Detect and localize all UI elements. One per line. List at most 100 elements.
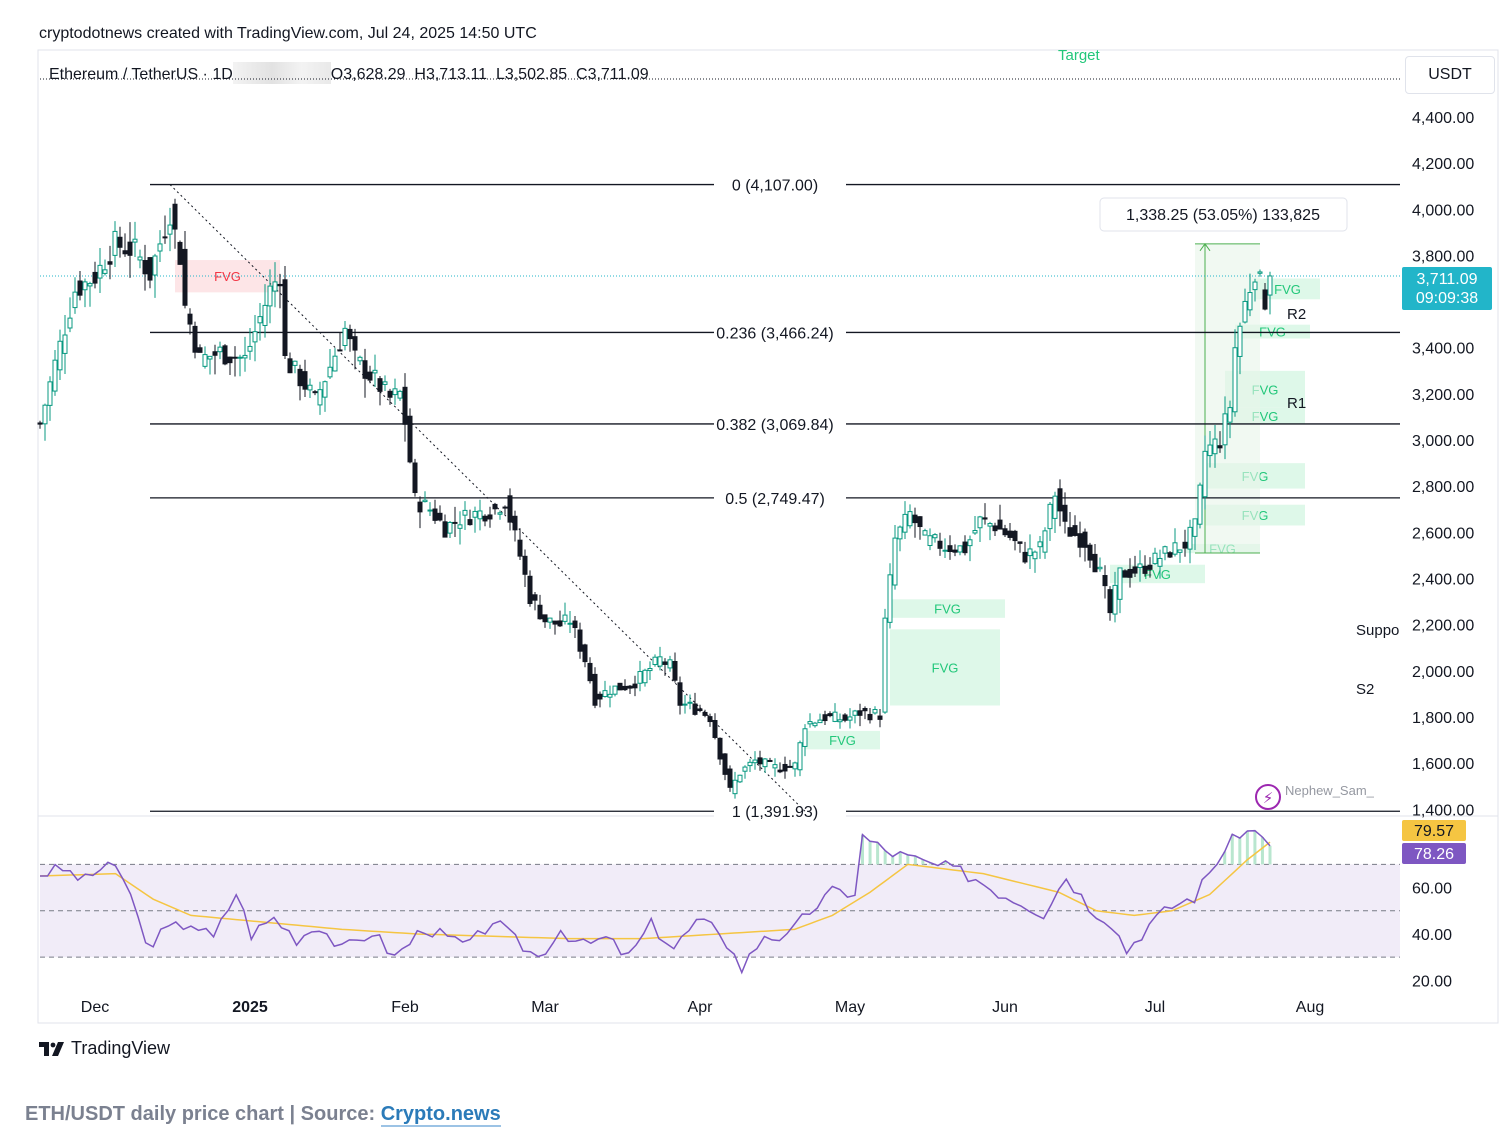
candle-body bbox=[442, 521, 448, 538]
candle-body bbox=[292, 360, 298, 366]
candle-body bbox=[852, 710, 858, 716]
author-watermark: Nephew_Sam_ bbox=[1285, 783, 1375, 798]
fvg-label: FVG bbox=[214, 269, 241, 284]
candle-body bbox=[272, 281, 278, 292]
candle-body bbox=[612, 685, 618, 695]
candle-body bbox=[517, 539, 523, 557]
candle-body bbox=[547, 617, 553, 623]
candle-body bbox=[247, 345, 253, 352]
candle-body bbox=[237, 356, 243, 359]
candle-body bbox=[132, 238, 138, 243]
candle-body bbox=[997, 519, 1003, 530]
fib-label-bg bbox=[714, 800, 846, 823]
candle-body bbox=[67, 317, 73, 329]
measure-label: 1,338.25 (53.05%) 133,825 bbox=[1126, 207, 1320, 224]
candle-body bbox=[667, 659, 673, 669]
candle-body bbox=[1172, 542, 1178, 555]
candle-body bbox=[937, 540, 943, 549]
candle-body bbox=[1052, 495, 1058, 519]
time-axis-tick: Aug bbox=[1296, 999, 1324, 1016]
candle-body bbox=[522, 555, 528, 575]
price-axis-tick: 4,200.00 bbox=[1412, 156, 1474, 173]
candle-body bbox=[1022, 551, 1028, 563]
lightning-icon: ⚡ bbox=[1263, 790, 1274, 807]
candle-body bbox=[257, 316, 263, 324]
candle-body bbox=[1257, 271, 1263, 274]
candle-body bbox=[917, 516, 923, 528]
candle-body bbox=[422, 499, 428, 503]
fvg-label: FVG bbox=[1274, 282, 1301, 297]
candle-body bbox=[782, 763, 788, 772]
candle-body bbox=[192, 325, 198, 353]
candle-body bbox=[452, 521, 458, 524]
fvg-zone bbox=[805, 730, 880, 750]
redacted-area bbox=[232, 62, 331, 84]
candle-body bbox=[642, 669, 648, 684]
candle-body bbox=[572, 620, 578, 629]
candle-body bbox=[1232, 347, 1238, 413]
candle-body bbox=[1062, 504, 1068, 522]
candle-body bbox=[332, 355, 338, 372]
candle-body bbox=[707, 716, 713, 723]
tradingview-logo[interactable]: TradingView bbox=[39, 1038, 170, 1059]
candle-body bbox=[182, 248, 188, 306]
candle-body bbox=[77, 280, 83, 296]
candle-body bbox=[927, 535, 933, 547]
candle-body bbox=[177, 241, 183, 265]
candle-body bbox=[142, 260, 148, 275]
candle-body bbox=[1127, 568, 1133, 578]
candle-body bbox=[252, 331, 258, 343]
candle-body bbox=[57, 340, 63, 371]
candle-body bbox=[222, 345, 228, 365]
candle-body bbox=[342, 327, 348, 346]
currency-selector[interactable]: USDT bbox=[1405, 56, 1495, 94]
r2-label: R2 bbox=[1287, 306, 1306, 323]
candle-body bbox=[872, 709, 878, 714]
candle-body bbox=[282, 279, 288, 357]
candle-body bbox=[447, 521, 453, 534]
candle-body bbox=[577, 629, 583, 652]
candle-body bbox=[527, 575, 533, 605]
candle-body bbox=[932, 534, 938, 539]
candle-body bbox=[1217, 445, 1223, 449]
candle-body bbox=[197, 347, 203, 353]
chart-frame bbox=[37, 49, 1499, 1024]
candle-body bbox=[597, 693, 603, 700]
candle-body bbox=[1082, 531, 1088, 548]
downtrend-line bbox=[169, 184, 806, 812]
candle-body bbox=[747, 761, 753, 767]
candle-body bbox=[1067, 527, 1073, 537]
candle-body bbox=[1007, 530, 1013, 538]
candle-body bbox=[1087, 544, 1093, 561]
candle-body bbox=[1182, 541, 1188, 549]
candle-body bbox=[1057, 488, 1063, 512]
candle-body bbox=[787, 765, 793, 768]
candle-body bbox=[1122, 570, 1128, 578]
candle-body bbox=[652, 656, 658, 666]
candle-body bbox=[737, 774, 743, 783]
candle-body bbox=[1242, 300, 1248, 323]
candle-body bbox=[137, 256, 143, 261]
candle-body bbox=[1167, 552, 1173, 558]
candle-body bbox=[1132, 566, 1138, 574]
candle-body bbox=[512, 515, 518, 531]
candle-body bbox=[397, 390, 403, 399]
candle-body bbox=[462, 509, 468, 516]
caption-text: ETH/USDT daily price chart | Source: bbox=[25, 1103, 381, 1125]
candle-body bbox=[802, 728, 808, 747]
candle-body bbox=[757, 757, 763, 765]
candle-body bbox=[897, 526, 903, 540]
candle-body bbox=[657, 656, 663, 667]
candle-body bbox=[977, 516, 983, 529]
candle-body bbox=[277, 283, 283, 287]
candle-body bbox=[587, 662, 593, 682]
candle-body bbox=[152, 255, 158, 276]
candle-body bbox=[117, 236, 123, 248]
caption-source-link[interactable]: Crypto.news bbox=[380, 1103, 501, 1127]
time-axis-tick: Apr bbox=[688, 999, 714, 1016]
candle-body bbox=[87, 283, 93, 287]
candle-body bbox=[837, 719, 843, 723]
candle-body bbox=[297, 368, 303, 387]
candle-body bbox=[842, 714, 848, 721]
